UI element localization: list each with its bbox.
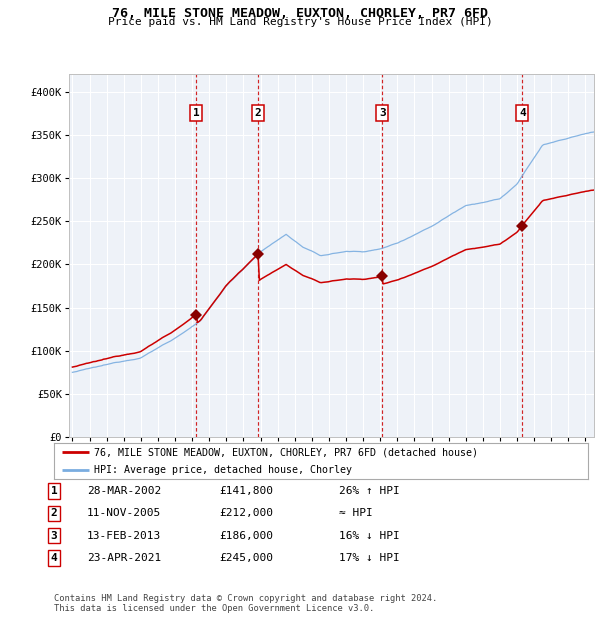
Text: £212,000: £212,000 — [219, 508, 273, 518]
Text: 4: 4 — [519, 108, 526, 118]
Text: £245,000: £245,000 — [219, 553, 273, 563]
Text: 11-NOV-2005: 11-NOV-2005 — [87, 508, 161, 518]
Text: 16% ↓ HPI: 16% ↓ HPI — [339, 531, 400, 541]
Text: 76, MILE STONE MEADOW, EUXTON, CHORLEY, PR7 6FD (detached house): 76, MILE STONE MEADOW, EUXTON, CHORLEY, … — [94, 448, 478, 458]
Text: ≈ HPI: ≈ HPI — [339, 508, 373, 518]
Text: 1: 1 — [193, 108, 200, 118]
Text: £186,000: £186,000 — [219, 531, 273, 541]
Text: 2: 2 — [255, 108, 262, 118]
Text: 4: 4 — [50, 553, 58, 563]
Text: 28-MAR-2002: 28-MAR-2002 — [87, 486, 161, 496]
Text: 76, MILE STONE MEADOW, EUXTON, CHORLEY, PR7 6FD: 76, MILE STONE MEADOW, EUXTON, CHORLEY, … — [112, 7, 488, 20]
Text: 3: 3 — [379, 108, 386, 118]
Text: Price paid vs. HM Land Registry's House Price Index (HPI): Price paid vs. HM Land Registry's House … — [107, 17, 493, 27]
Text: 26% ↑ HPI: 26% ↑ HPI — [339, 486, 400, 496]
Text: Contains HM Land Registry data © Crown copyright and database right 2024.: Contains HM Land Registry data © Crown c… — [54, 593, 437, 603]
Text: HPI: Average price, detached house, Chorley: HPI: Average price, detached house, Chor… — [94, 464, 352, 475]
Text: 17% ↓ HPI: 17% ↓ HPI — [339, 553, 400, 563]
Text: 2: 2 — [50, 508, 58, 518]
Text: 3: 3 — [50, 531, 58, 541]
Text: 23-APR-2021: 23-APR-2021 — [87, 553, 161, 563]
Text: This data is licensed under the Open Government Licence v3.0.: This data is licensed under the Open Gov… — [54, 603, 374, 613]
Text: 1: 1 — [50, 486, 58, 496]
Text: £141,800: £141,800 — [219, 486, 273, 496]
Text: 13-FEB-2013: 13-FEB-2013 — [87, 531, 161, 541]
